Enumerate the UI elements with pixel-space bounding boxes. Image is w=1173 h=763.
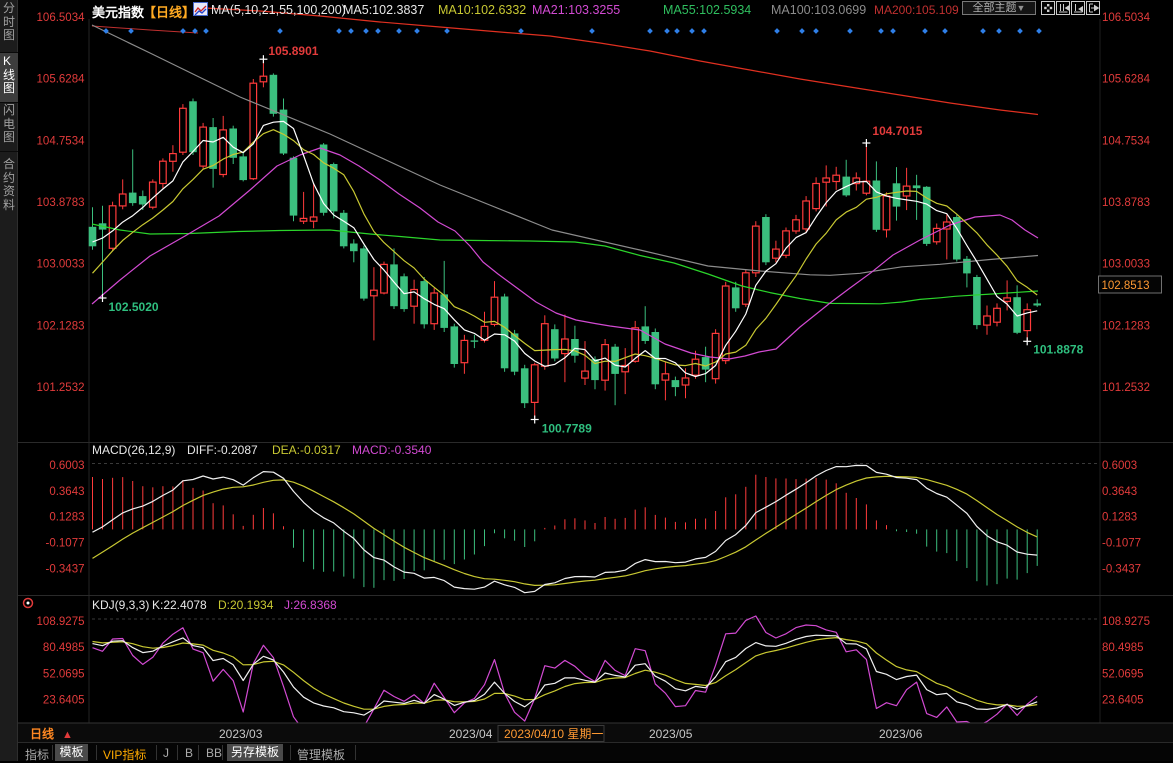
svg-text:0.3643: 0.3643 <box>49 486 84 498</box>
svg-text:2023/05: 2023/05 <box>649 727 693 741</box>
svg-text:2023/04/10 星期一: 2023/04/10 星期一 <box>504 727 603 741</box>
svg-text:106.5034: 106.5034 <box>1102 12 1151 24</box>
svg-text:DEA:-0.0317: DEA:-0.0317 <box>272 443 341 457</box>
svg-text:2023/06: 2023/06 <box>879 727 923 741</box>
svg-text:23.6405: 23.6405 <box>43 695 85 707</box>
svg-text:-0.1077: -0.1077 <box>1102 538 1141 550</box>
svg-text:108.9275: 108.9275 <box>37 616 85 628</box>
svg-text:23.6405: 23.6405 <box>1102 695 1144 707</box>
svg-text:105.6284: 105.6284 <box>1102 74 1151 86</box>
svg-text:0.1283: 0.1283 <box>49 512 84 524</box>
svg-text:DIFF:-0.2087: DIFF:-0.2087 <box>187 443 258 457</box>
svg-text:-0.1077: -0.1077 <box>45 538 84 550</box>
svg-text:MACD:-0.3540: MACD:-0.3540 <box>352 443 432 457</box>
svg-text:0.1283: 0.1283 <box>1102 512 1137 524</box>
svg-text:K:22.4078: K:22.4078 <box>152 598 207 612</box>
svg-text:80.4985: 80.4985 <box>1102 642 1144 654</box>
svg-text:102.1283: 102.1283 <box>1102 320 1150 332</box>
svg-text:103.8783: 103.8783 <box>37 197 85 209</box>
svg-text:102.1283: 102.1283 <box>37 320 85 332</box>
svg-text:103.0033: 103.0033 <box>37 259 85 271</box>
svg-text:MACD(26,12,9): MACD(26,12,9) <box>92 443 175 457</box>
svg-text:102.5020: 102.5020 <box>109 300 159 314</box>
svg-text:105.6284: 105.6284 <box>37 74 86 86</box>
svg-text:104.7534: 104.7534 <box>1102 135 1151 147</box>
svg-text:2023/03: 2023/03 <box>219 727 263 741</box>
svg-text:KDJ(9,3,3): KDJ(9,3,3) <box>92 598 149 612</box>
svg-text:0.3643: 0.3643 <box>1102 486 1137 498</box>
svg-text:106.5034: 106.5034 <box>37 12 86 24</box>
svg-text:104.7015: 104.7015 <box>872 124 922 138</box>
svg-text:105.8901: 105.8901 <box>268 44 318 58</box>
svg-text:D:20.1934: D:20.1934 <box>218 598 274 612</box>
svg-text:104.7534: 104.7534 <box>37 135 86 147</box>
svg-text:2023/04: 2023/04 <box>449 727 493 741</box>
svg-text:日线: 日线 <box>30 726 54 741</box>
svg-text:-0.3437: -0.3437 <box>1102 563 1141 575</box>
svg-text:101.2532: 101.2532 <box>37 382 85 394</box>
svg-text:▲: ▲ <box>62 729 73 741</box>
svg-text:52.0695: 52.0695 <box>1102 668 1144 680</box>
svg-text:0.6003: 0.6003 <box>49 460 84 472</box>
svg-text:108.9275: 108.9275 <box>1102 616 1150 628</box>
svg-text:J:26.8368: J:26.8368 <box>284 598 337 612</box>
svg-text:101.2532: 101.2532 <box>1102 382 1150 394</box>
svg-text:103.8783: 103.8783 <box>1102 197 1150 209</box>
svg-text:52.0695: 52.0695 <box>43 668 85 680</box>
svg-text:0.6003: 0.6003 <box>1102 460 1137 472</box>
svg-text:80.4985: 80.4985 <box>43 642 85 654</box>
svg-text:101.8878: 101.8878 <box>1033 342 1083 356</box>
svg-text:100.7789: 100.7789 <box>542 422 592 436</box>
svg-text:-0.3437: -0.3437 <box>45 563 84 575</box>
svg-text:103.0033: 103.0033 <box>1102 259 1150 271</box>
svg-text:102.8513: 102.8513 <box>1102 280 1150 292</box>
